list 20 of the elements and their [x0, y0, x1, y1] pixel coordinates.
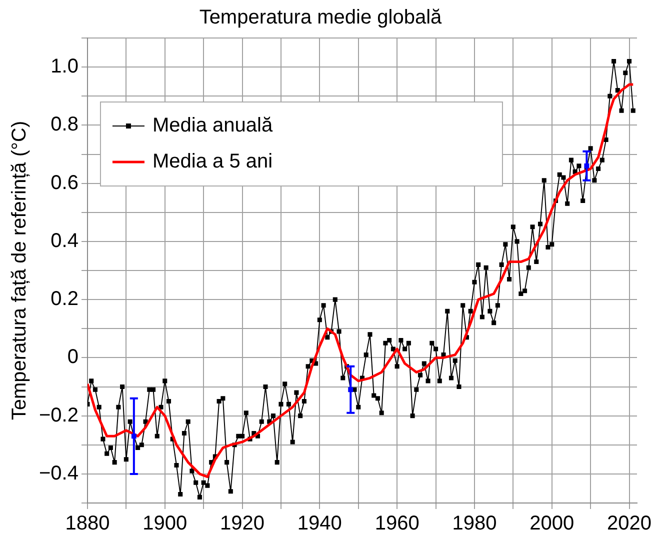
x-tick-label: 1900: [142, 512, 188, 535]
y-tick-label: 0.8: [50, 114, 78, 136]
x-tick-label: 1960: [374, 512, 420, 535]
y-tick-label: −0.2: [39, 404, 78, 426]
y-tick-label: 0: [67, 346, 78, 368]
x-tick-label: 1880: [65, 512, 110, 535]
x-tick-label: 1940: [297, 512, 342, 535]
legend-label: Media anuală: [152, 114, 274, 137]
y-tick-label: 0.6: [50, 172, 78, 194]
x-tick-label: 1920: [220, 512, 265, 535]
y-tick-label: −0.4: [39, 462, 78, 484]
x-tick-label: 2000: [530, 512, 574, 535]
legend-label: Media a 5 ani: [152, 150, 273, 173]
x-tick-label: 1980: [452, 512, 497, 535]
y-tick-label: 1.0: [50, 56, 78, 78]
y-axis-title: Temperatura față de referință (°C): [8, 120, 31, 420]
y-tick-label: 0.4: [50, 230, 78, 252]
chart-title: Temperatura medie globală: [199, 6, 443, 29]
x-tick-label: 2020: [607, 512, 652, 535]
y-tick-label: 0.2: [50, 288, 78, 310]
